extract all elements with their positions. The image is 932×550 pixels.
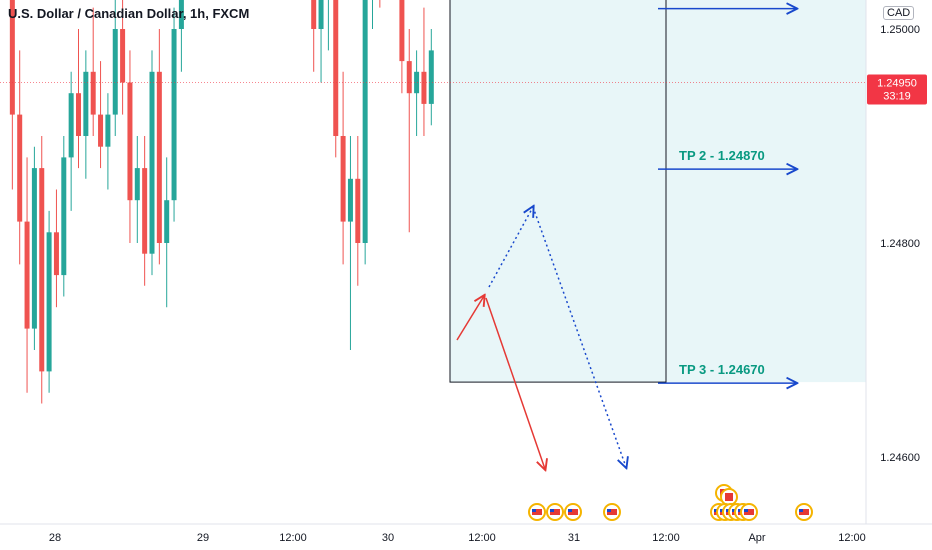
candle-up <box>61 157 67 276</box>
candle-down <box>9 0 15 115</box>
candle-up <box>46 232 52 372</box>
candle-down <box>98 114 104 147</box>
current-price-tag <box>867 74 927 105</box>
us-flag-stripes <box>568 509 578 515</box>
candle-up <box>134 168 140 201</box>
trade-zones <box>449 0 866 383</box>
us-flag-stripes <box>532 509 542 515</box>
target-zone-fill <box>450 0 866 383</box>
candle-down <box>333 0 339 137</box>
tp3-label: TP 3 - 1.24670 <box>679 362 765 377</box>
blue-dotted-down <box>532 206 626 467</box>
price-tick-label: 1.25000 <box>880 24 920 36</box>
us-flag-canton <box>744 509 748 512</box>
time-tick-label: 12:00 <box>838 532 866 544</box>
candle-down <box>406 61 412 94</box>
candle-up <box>318 0 324 29</box>
chart-title: U.S. Dollar / Canadian Dollar, 1h, FXCM <box>8 6 250 21</box>
candle-up <box>149 71 155 254</box>
time-tick-label: 12:00 <box>279 532 307 544</box>
canada-flag-mark <box>725 493 733 501</box>
candle-up <box>31 168 37 329</box>
countdown-text: 33:19 <box>883 91 911 103</box>
candle-up <box>171 29 177 201</box>
candle-down <box>127 82 133 201</box>
us-flag-stripes <box>607 509 617 515</box>
currency-badge[interactable]: CAD <box>883 6 915 20</box>
candle-down <box>53 232 59 276</box>
us-flag-stripes <box>799 509 809 515</box>
red-up-arrow <box>456 296 484 341</box>
trade-box <box>449 0 667 383</box>
candle-up <box>428 50 434 104</box>
us-flag-canton <box>607 509 611 512</box>
price-tick-label: 1.24800 <box>880 238 920 250</box>
us-flag-stripes <box>550 509 560 515</box>
us-flag-stripes <box>744 509 754 515</box>
candle-up <box>347 178 353 222</box>
candle-down <box>156 71 162 243</box>
candle-down <box>76 93 81 136</box>
economic-events[interactable] <box>528 484 813 521</box>
us-flag-canton <box>738 509 742 512</box>
candle-up <box>164 200 170 243</box>
candles <box>9 0 434 404</box>
time-axis[interactable]: 28 29 12:00 30 12:00 31 12:00 Apr 12:00 <box>49 532 866 544</box>
blue-dotted-up <box>488 207 533 288</box>
us-flag-canton <box>550 509 554 512</box>
candle-up <box>178 0 184 29</box>
us-flag-canton <box>799 509 803 512</box>
candle-down <box>311 0 317 29</box>
candle-up <box>414 71 420 94</box>
candle-down <box>17 114 23 222</box>
tp2-label: TP 2 - 1.24870 <box>679 148 765 163</box>
candle-down <box>399 0 405 62</box>
candle-down <box>120 29 126 83</box>
time-tick-label: 29 <box>197 532 209 544</box>
time-tick-label: 28 <box>49 532 61 544</box>
us-flag-canton <box>726 509 730 512</box>
time-tick-label: Apr <box>748 532 765 544</box>
red-down-arrow <box>485 297 545 469</box>
time-tick-label: 31 <box>568 532 580 544</box>
us-flag-canton <box>714 509 718 512</box>
candle-down <box>142 168 148 254</box>
time-tick-label: 30 <box>382 532 394 544</box>
candle-up <box>362 0 368 243</box>
chart-overlay: 3rd Resistance (1.25571)2nd Resistance (… <box>0 0 866 469</box>
candle-down <box>39 168 45 372</box>
price-axis[interactable]: 1.24600 1.24800 1.25000 <box>880 24 920 464</box>
candle-down <box>421 71 427 104</box>
candle-down <box>90 71 96 115</box>
time-tick-label: 12:00 <box>652 532 680 544</box>
candle-down <box>340 136 346 222</box>
candle-down <box>355 178 361 243</box>
us-flag-canton <box>568 509 572 512</box>
candle-up <box>68 93 74 158</box>
tp1-label: TP 1 - 1.25020 <box>679 0 765 3</box>
us-flag-canton <box>532 509 536 512</box>
candle-up <box>105 114 111 147</box>
us-flag-canton <box>720 509 724 512</box>
us-flag-canton <box>732 509 736 512</box>
current-price-text: 1.24950 <box>877 78 917 90</box>
price-tick-label: 1.24600 <box>880 452 920 464</box>
time-tick-label: 12:00 <box>468 532 496 544</box>
candle-up <box>83 71 89 136</box>
candle-up <box>112 29 118 115</box>
candle-down <box>24 221 30 329</box>
